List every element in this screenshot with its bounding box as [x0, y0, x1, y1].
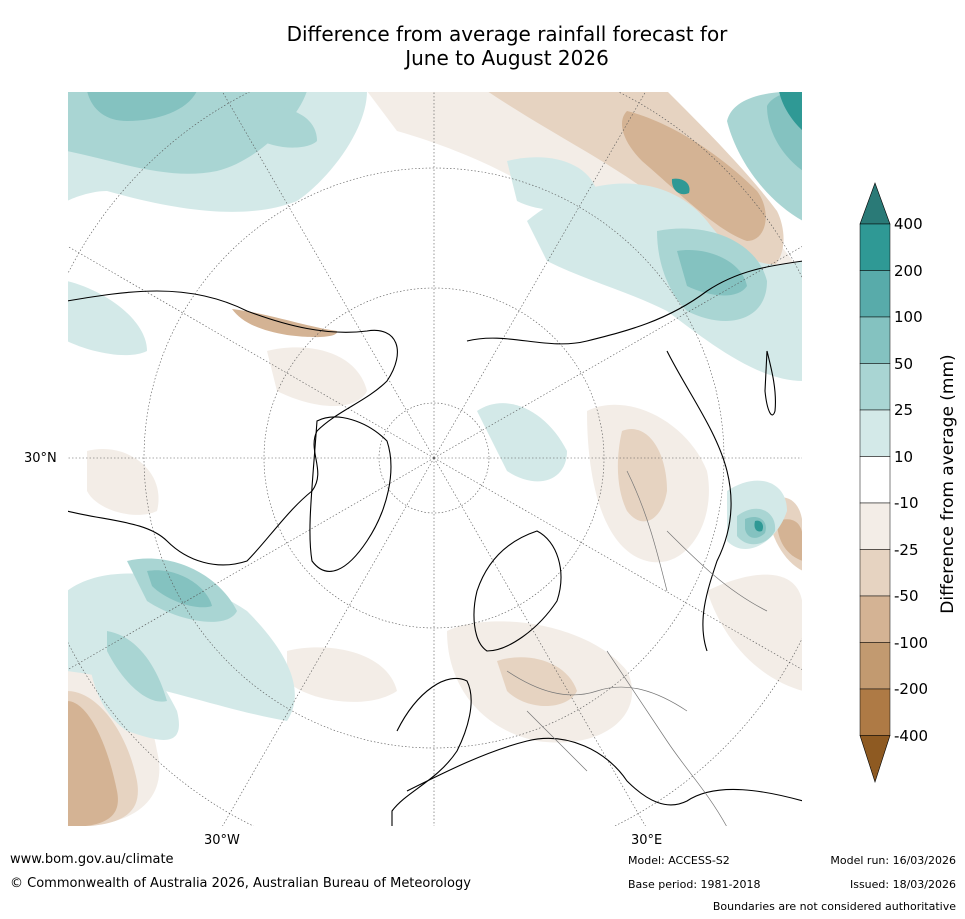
- colorbar-under-triangle: [859, 735, 891, 783]
- coastlines: [67, 260, 803, 827]
- colorbar-segment: [859, 316, 891, 364]
- colorbar-segment: [859, 642, 891, 690]
- colorbar-tick-label: 200: [894, 261, 923, 280]
- footer-model: Model: ACCESS-S2: [628, 854, 730, 867]
- footer-website[interactable]: www.bom.gov.au/climate: [10, 852, 174, 867]
- colorbar-segment: [859, 223, 891, 271]
- coast-east-asia: [666, 350, 732, 652]
- colorbar-tick-label: -25: [894, 540, 919, 559]
- colorbar-segment: [859, 270, 891, 318]
- colorbar-segment: [859, 549, 891, 597]
- colorbar-segment: [859, 456, 891, 504]
- colorbar-tick-label: 50: [894, 354, 914, 373]
- coast-europe-west: [391, 677, 472, 827]
- colorbar-over-triangle: [859, 182, 891, 225]
- lon-label-30w: 30°W: [204, 833, 240, 848]
- footer-boundaries: Boundaries are not considered authoritat…: [712, 900, 956, 913]
- chart-title: Difference from average rainfall forecas…: [0, 22, 965, 70]
- footer-base-period: Base period: 1981-2018: [628, 878, 761, 891]
- map-frame: [67, 91, 803, 827]
- footer-issued: Issued: 18/03/2026: [849, 878, 956, 891]
- lat-label-30n: 30°N: [24, 451, 57, 466]
- coast-scandinavia: [473, 530, 562, 652]
- colorbar-segment: [859, 502, 891, 550]
- colorbar-tick-label: -400: [894, 726, 929, 745]
- title-line-2: June to August 2026: [405, 46, 609, 70]
- coast-north-america: [67, 290, 398, 566]
- colorbar-segment: [859, 409, 891, 457]
- footer-copyright: © Commonwealth of Australia 2026, Austra…: [10, 876, 471, 891]
- title-line-1: Difference from average rainfall forecas…: [286, 22, 728, 46]
- colorbar-tick-label: -10: [894, 494, 919, 512]
- rainfall-anomaly-map: [67, 91, 803, 827]
- colorbar-tick-label: 25: [894, 401, 914, 419]
- coast-eurasia-north: [466, 260, 803, 345]
- colorbar-tick-label: -50: [894, 587, 919, 605]
- colorbar-label: Difference from average (mm): [938, 354, 958, 614]
- colorbar-tick-label: -100: [894, 633, 929, 652]
- colorbar: [859, 182, 891, 783]
- colorbar-segment: [859, 595, 891, 643]
- graticule: [67, 91, 803, 827]
- colorbar-tick-label: -200: [894, 680, 929, 698]
- coast-mediterranean: [406, 737, 803, 806]
- coast-greenland: [309, 416, 392, 572]
- colorbar-tick-label: 100: [894, 308, 923, 326]
- colorbar-segment: [859, 688, 891, 736]
- wet-anomaly-regions-peak: [671, 91, 803, 532]
- country-borders: [506, 470, 768, 827]
- colorbar-tick-label: 400: [894, 215, 923, 233]
- colorbar-tick-label: 10: [894, 447, 914, 466]
- lon-label-30e: 30°E: [631, 833, 663, 848]
- coast-japan: [764, 350, 776, 416]
- footer-model-run: Model run: 16/03/2026: [830, 854, 956, 867]
- colorbar-segment: [859, 363, 891, 411]
